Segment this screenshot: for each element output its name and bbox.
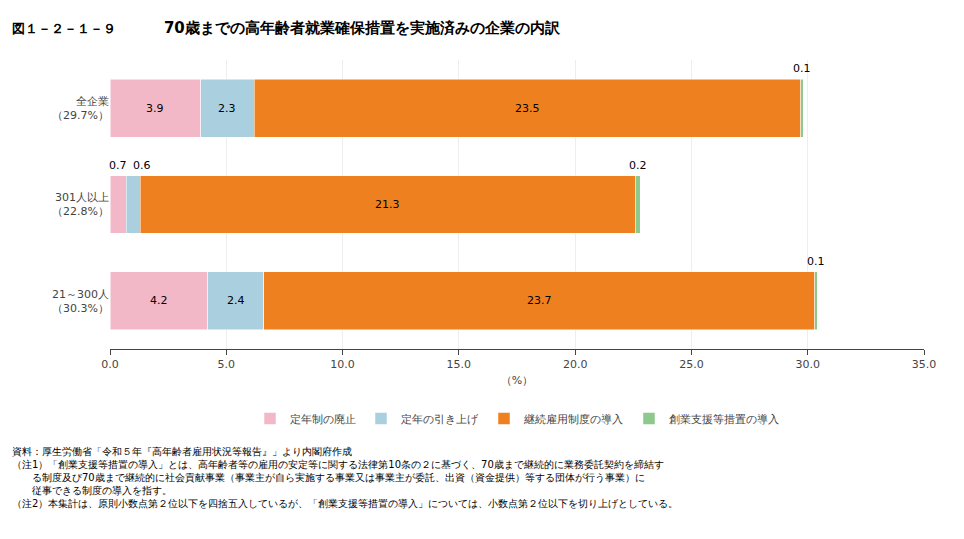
svg-text:15.0: 15.0 xyxy=(447,358,472,371)
svg-text:21～300人（30.3%）: 21～300人（30.3%） xyxy=(52,288,109,315)
svg-text:35.0: 35.0 xyxy=(912,358,937,371)
svg-text:定年の引き上げ: 定年の引き上げ xyxy=(401,413,479,426)
svg-text:23.5: 23.5 xyxy=(515,102,540,115)
svg-text:301人以上（22.8%）: 301人以上（22.8%） xyxy=(52,191,109,218)
svg-text:3.9: 3.9 xyxy=(146,102,164,115)
svg-text:0.1: 0.1 xyxy=(793,62,811,75)
svg-text:0.6: 0.6 xyxy=(133,159,151,172)
svg-text:0.1: 0.1 xyxy=(807,255,825,268)
svg-text:資料：厚生労働省「令和５年『高年齢者雇用状況等報告』」より内: 資料：厚生労働省「令和５年『高年齢者雇用状況等報告』」より内閣府作成（注1）「創… xyxy=(12,446,678,509)
svg-text:21.3: 21.3 xyxy=(375,198,400,211)
svg-text:0.7: 0.7 xyxy=(109,159,127,172)
svg-text:2.3: 2.3 xyxy=(218,102,236,115)
svg-text:継続雇用制度の導入: 継続雇用制度の導入 xyxy=(523,413,623,426)
svg-text:30.0: 30.0 xyxy=(795,358,820,371)
svg-text:0.2: 0.2 xyxy=(629,159,647,172)
svg-text:全企業（29.7%）: 全企業（29.7%） xyxy=(52,95,109,122)
svg-text:0.0: 0.0 xyxy=(101,358,119,371)
svg-text:23.7: 23.7 xyxy=(527,294,552,307)
svg-text:2.4: 2.4 xyxy=(227,294,245,307)
svg-text:創業支援等措置の導入: 創業支援等措置の導入 xyxy=(669,413,779,426)
svg-text:定年制の廃止: 定年制の廃止 xyxy=(290,413,356,426)
svg-text:70歳までの高年齢者就業確保措置を実施済みの企業の内訳: 70歳までの高年齢者就業確保措置を実施済みの企業の内訳 xyxy=(164,19,561,37)
svg-text:25.0: 25.0 xyxy=(679,358,704,371)
svg-text:20.0: 20.0 xyxy=(563,358,588,371)
svg-text:（%）: （%） xyxy=(501,374,533,387)
svg-text:4.2: 4.2 xyxy=(150,294,168,307)
svg-text:図１－２－１－９: 図１－２－１－９ xyxy=(12,21,116,36)
svg-text:10.0: 10.0 xyxy=(330,358,355,371)
svg-text:5.0: 5.0 xyxy=(218,358,236,371)
